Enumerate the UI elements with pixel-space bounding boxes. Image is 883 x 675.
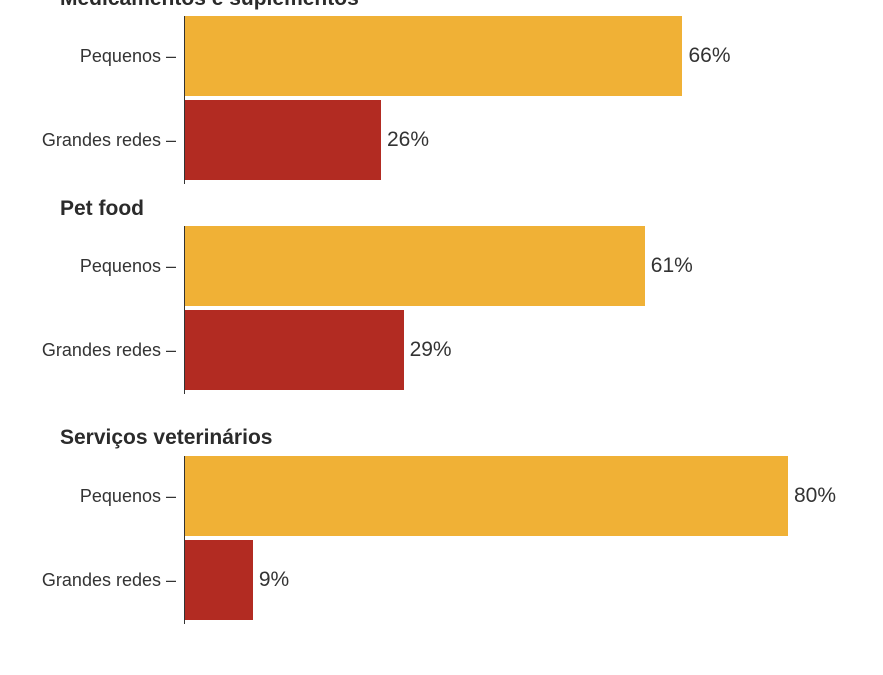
group-title: Medicamentos e suplementos (60, 0, 359, 9)
bar-pequenos (185, 226, 645, 306)
bar-value-label: 66% (688, 44, 731, 67)
bar-pequenos (185, 16, 683, 96)
bar-value-label: 29% (409, 338, 452, 361)
bar-category-label: Pequenos – (79, 256, 176, 276)
category-axis-line (184, 226, 185, 394)
bar-category-label: Pequenos – (79, 46, 176, 66)
group-title: Serviços veterinários (60, 426, 273, 449)
bar-value-label: 61% (650, 254, 693, 277)
bar-value-label: 80% (794, 484, 837, 507)
category-axis-line (184, 16, 185, 184)
bar-category-label: Grandes redes – (41, 340, 176, 360)
bar-value-label: 9% (258, 568, 290, 591)
bar-value-label: 26% (386, 128, 429, 151)
bar-category-label: Grandes redes – (41, 130, 176, 150)
bar-category-label: Pequenos – (79, 486, 176, 506)
bar-grandes-redes (185, 540, 253, 620)
bar-pequenos (185, 456, 788, 536)
bar-grandes-redes (185, 100, 381, 180)
bar-grandes-redes (185, 310, 404, 390)
bar-category-label: Grandes redes – (41, 570, 176, 590)
category-axis-line (184, 456, 185, 624)
group-title: Pet food (60, 197, 144, 220)
